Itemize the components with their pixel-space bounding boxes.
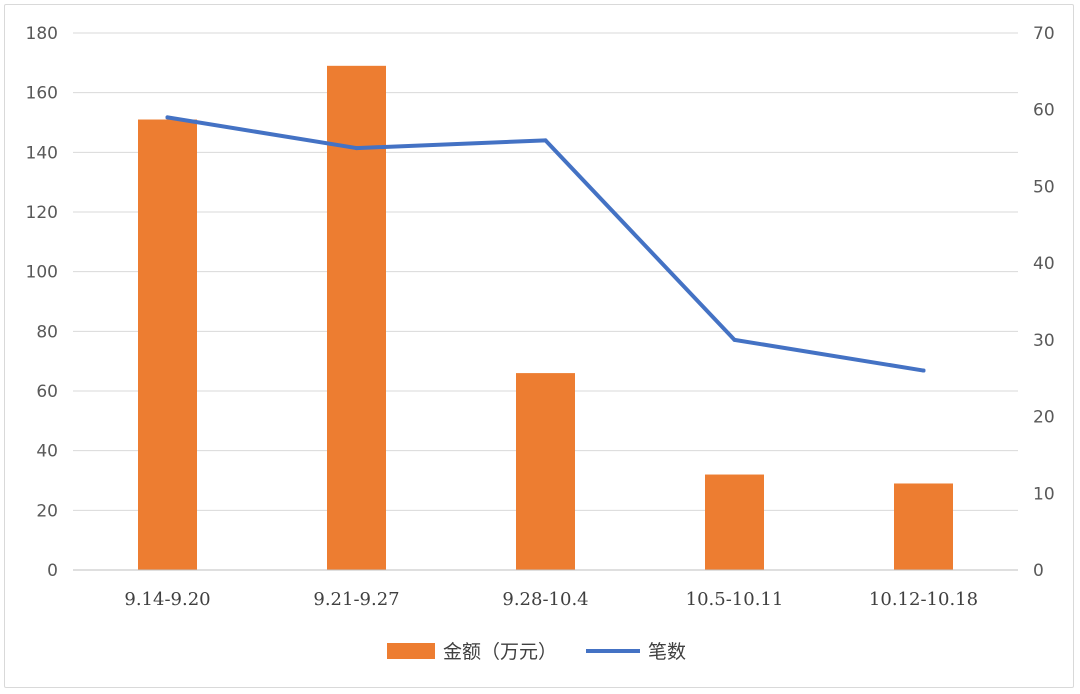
y-right-tick-label: 50	[1033, 177, 1055, 197]
line-point	[543, 138, 548, 143]
y-right-tick-label: 40	[1033, 254, 1055, 274]
y-left-tick-label: 40	[36, 442, 58, 462]
bar	[516, 373, 575, 570]
bar	[894, 483, 953, 570]
x-tick-label: 10.5-10.11	[686, 589, 784, 610]
y-left-tick-label: 180	[26, 24, 58, 44]
legend-bar-label: 金额（万元）	[443, 641, 557, 663]
axes: 0 20 40 60 80 100 120 140 160 180 0 10 20 30 40 50 60 70 9…	[26, 24, 1055, 610]
y-left-tick-label: 120	[26, 203, 58, 223]
y-left-tick-label: 60	[36, 382, 58, 402]
line-point	[921, 368, 926, 373]
line-point	[165, 115, 170, 120]
x-tick-label: 10.12-10.18	[869, 589, 978, 610]
y-left-tick-label: 160	[26, 84, 58, 104]
legend-bar-swatch	[387, 643, 435, 659]
y-left-tick-label: 20	[36, 501, 58, 521]
legend-line-label: 笔数	[648, 641, 686, 663]
y-right-tick-label: 30	[1033, 331, 1055, 351]
legend: 金额（万元） 笔数	[387, 641, 686, 663]
bar	[327, 65, 386, 571]
y-right-tick-label: 70	[1033, 24, 1055, 44]
y-left-tick-label: 140	[26, 143, 58, 163]
bar	[138, 119, 197, 571]
x-tick-label: 9.14-9.20	[124, 589, 210, 610]
y-left-tick-label: 0	[47, 561, 58, 581]
y-right-tick-label: 0	[1033, 561, 1044, 581]
bar	[705, 474, 764, 570]
x-tick-label: 9.21-9.27	[313, 589, 399, 610]
y-right-tick-label: 20	[1033, 408, 1055, 428]
gridlines	[73, 32, 1018, 511]
y-left-tick-label: 100	[26, 263, 58, 283]
y-right-tick-label: 10	[1033, 484, 1055, 504]
line-series-path	[165, 115, 926, 373]
line-point	[732, 337, 737, 342]
y-right-tick-label: 60	[1033, 101, 1055, 121]
line-point	[354, 146, 359, 151]
y-left-tick-label: 80	[36, 322, 58, 342]
x-tick-label: 9.28-10.4	[502, 589, 588, 610]
line-series	[165, 115, 926, 373]
